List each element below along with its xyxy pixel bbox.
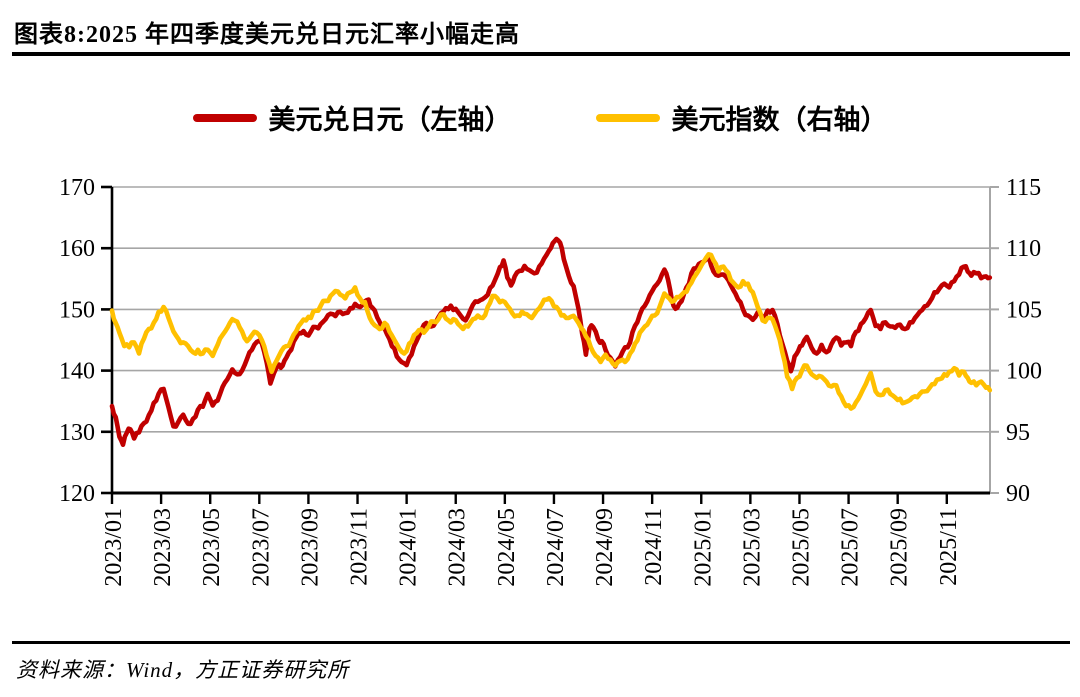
svg-text:95: 95 bbox=[1006, 420, 1030, 446]
svg-text:115: 115 bbox=[1006, 175, 1041, 201]
svg-text:2025/09: 2025/09 bbox=[887, 508, 913, 587]
svg-text:2024/09: 2024/09 bbox=[592, 508, 618, 587]
svg-text:90: 90 bbox=[1006, 481, 1030, 507]
svg-text:130: 130 bbox=[59, 420, 95, 446]
svg-text:2025/07: 2025/07 bbox=[838, 508, 864, 587]
svg-text:170: 170 bbox=[59, 175, 95, 201]
svg-text:2025/05: 2025/05 bbox=[789, 508, 815, 587]
svg-text:2025/11: 2025/11 bbox=[936, 508, 962, 586]
svg-text:2025/01: 2025/01 bbox=[690, 508, 716, 587]
svg-text:2023/09: 2023/09 bbox=[297, 508, 323, 587]
svg-text:160: 160 bbox=[59, 236, 95, 262]
legend-label-usdjpy: 美元兑日元（左轴） bbox=[268, 105, 512, 135]
svg-text:2025/03: 2025/03 bbox=[739, 508, 765, 587]
svg-text:2023/11: 2023/11 bbox=[347, 508, 373, 586]
svg-text:100: 100 bbox=[1006, 359, 1042, 385]
legend-item-usd-index: 美元指数（右轴） bbox=[595, 98, 888, 137]
svg-text:2023/05: 2023/05 bbox=[199, 508, 225, 587]
svg-text:140: 140 bbox=[59, 359, 95, 385]
svg-text:105: 105 bbox=[1006, 297, 1042, 323]
svg-text:2024/01: 2024/01 bbox=[396, 508, 422, 587]
svg-text:150: 150 bbox=[59, 297, 95, 323]
svg-text:2024/03: 2024/03 bbox=[445, 508, 471, 587]
dual-axis-line-chart: 170 160 150 140 130 120 115 110 105 100 95 90 2023/0… bbox=[59, 175, 1042, 587]
usd-index-line-swatch bbox=[595, 113, 660, 122]
source-note: 资料来源：Wind，方正证券研究所 bbox=[16, 658, 350, 682]
svg-text:2024/05: 2024/05 bbox=[494, 508, 520, 587]
svg-text:2024/11: 2024/11 bbox=[641, 508, 667, 586]
svg-text:2023/01: 2023/01 bbox=[101, 508, 127, 587]
svg-text:2024/07: 2024/07 bbox=[543, 508, 569, 587]
svg-text:2023/07: 2023/07 bbox=[248, 508, 274, 587]
chart-legend: 美元兑日元（左轴） 美元指数（右轴） bbox=[0, 98, 1080, 137]
chart-title: 图表8:2025 年四季度美元兑日元汇率小幅走高 bbox=[14, 22, 520, 48]
footer-divider-rule bbox=[12, 641, 1070, 644]
svg-text:2023/03: 2023/03 bbox=[150, 508, 176, 587]
title-divider-rule bbox=[12, 52, 1070, 56]
usdjpy-line-swatch bbox=[192, 113, 257, 122]
legend-label-usd-index: 美元指数（右轴） bbox=[671, 105, 888, 135]
legend-item-usdjpy: 美元兑日元（左轴） bbox=[192, 98, 512, 137]
svg-text:110: 110 bbox=[1006, 236, 1041, 262]
svg-text:120: 120 bbox=[59, 481, 95, 507]
